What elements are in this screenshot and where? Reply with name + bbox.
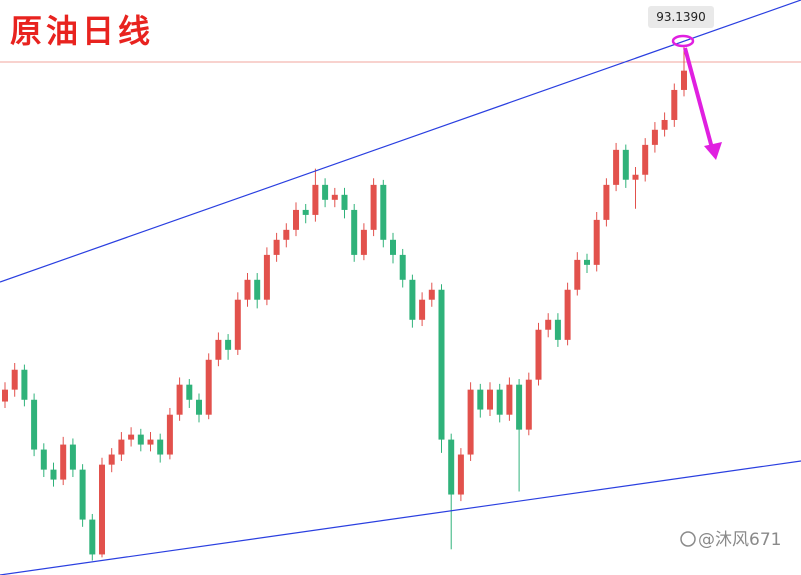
candle-body <box>89 519 96 555</box>
candle-body <box>186 384 193 400</box>
candle-body <box>69 444 76 470</box>
candles <box>2 44 687 561</box>
candle-body <box>166 414 173 455</box>
candle-body <box>79 469 86 520</box>
candle-body <box>11 369 18 390</box>
candle-body <box>603 184 610 220</box>
candle-body <box>283 229 290 240</box>
candle-body <box>157 439 164 455</box>
candle-body <box>341 194 348 210</box>
candle-body <box>448 439 455 495</box>
candle-body <box>574 259 581 290</box>
candle-body <box>360 229 367 255</box>
candle-body <box>661 119 668 130</box>
candle-body <box>31 399 38 450</box>
price-label-box <box>648 6 714 28</box>
candle-body <box>613 149 620 185</box>
candle-body <box>632 174 639 180</box>
upper-trendline <box>0 0 801 283</box>
candle-body <box>554 319 561 340</box>
candle-body <box>564 289 571 340</box>
candle-body <box>99 464 105 555</box>
candle-body <box>128 434 135 440</box>
candle-body <box>331 194 338 200</box>
candle-body <box>40 449 47 470</box>
candle-body <box>651 129 658 145</box>
candle-body <box>496 389 503 415</box>
candle-body <box>681 70 687 90</box>
candle-body <box>205 359 212 415</box>
candle-body <box>137 434 144 445</box>
candle-body <box>225 339 232 350</box>
watermark-text: @沐风671 <box>698 530 781 550</box>
candle-body <box>254 279 261 300</box>
candle-body <box>196 399 202 415</box>
candle-body <box>176 384 183 415</box>
candle-body <box>293 209 299 230</box>
candle-body <box>147 439 154 445</box>
candle-body <box>642 144 649 175</box>
lower-trendline <box>0 460 801 575</box>
candle-body <box>428 289 435 300</box>
candle-body <box>234 299 241 350</box>
candle-body <box>302 209 309 215</box>
candle-body <box>438 289 445 440</box>
candle-body <box>622 149 629 180</box>
candle-body <box>535 329 542 380</box>
chart-title: 原油日线 <box>10 12 154 50</box>
candle-body <box>545 319 552 330</box>
candle-body <box>263 254 270 300</box>
candle-body <box>457 454 464 495</box>
candle-body <box>477 389 484 410</box>
candle-body <box>370 184 377 230</box>
candle-body <box>351 209 358 255</box>
candle-body <box>419 299 426 320</box>
candle-body <box>399 254 406 280</box>
highlight-ellipse <box>671 34 695 48</box>
candle-body <box>671 89 678 120</box>
candle-body <box>21 369 28 400</box>
candle-body <box>516 384 523 430</box>
candle-body <box>525 379 532 430</box>
candle-body <box>584 259 590 265</box>
candle-body <box>467 389 474 455</box>
candle-body <box>380 184 387 240</box>
candle-body <box>108 454 115 465</box>
candle-body <box>215 339 222 360</box>
candle-body <box>593 219 600 265</box>
candle-body <box>322 184 329 200</box>
candle-body <box>2 389 8 402</box>
arrow-head <box>704 142 722 160</box>
candle-body <box>60 444 67 480</box>
candle-body <box>409 279 416 320</box>
candle-body <box>118 439 125 455</box>
candle-body <box>244 279 251 300</box>
arrow-shaft <box>683 47 714 149</box>
price-label: 93.1390 <box>648 6 714 28</box>
candle-body <box>390 239 396 255</box>
candle-body <box>506 384 513 415</box>
watermark: @沐风671 <box>680 530 781 550</box>
candle-body <box>50 469 57 480</box>
candle-body <box>312 184 319 215</box>
price-label-text: 93.1390 <box>656 10 706 24</box>
candle-body <box>273 239 280 255</box>
watermark-logo <box>680 531 696 547</box>
candle-body <box>487 389 493 410</box>
